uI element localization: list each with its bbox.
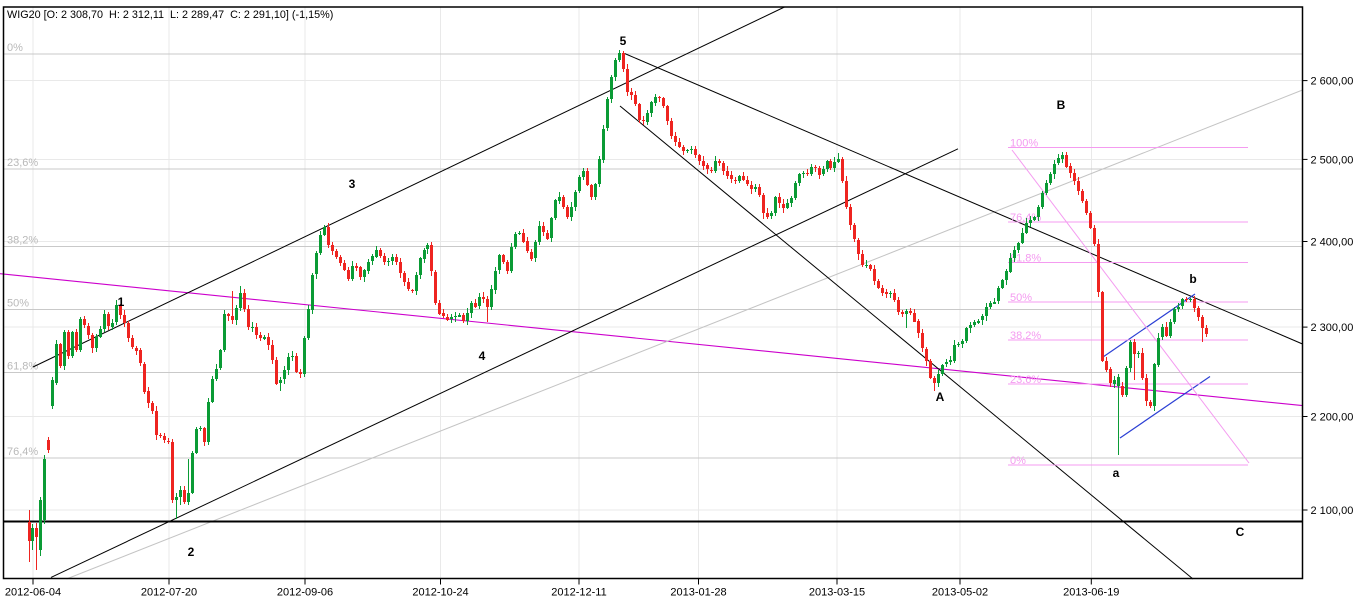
svg-text:2 600,00: 2 600,00	[1311, 76, 1354, 88]
svg-text:38,2%: 38,2%	[1010, 330, 1041, 342]
svg-text:2 500,00: 2 500,00	[1311, 154, 1354, 166]
svg-text:5: 5	[620, 34, 627, 48]
svg-text:4: 4	[479, 349, 486, 363]
svg-text:50%: 50%	[1010, 292, 1032, 304]
svg-text:WIG20 [O: 2 308,70 H: 2 312,1: WIG20 [O: 2 308,70 H: 2 312,11 L: 2 289,…	[7, 9, 333, 21]
svg-text:61,8%: 61,8%	[1010, 252, 1041, 264]
svg-text:0%: 0%	[7, 42, 23, 54]
svg-text:2 400,00: 2 400,00	[1311, 237, 1354, 249]
svg-text:3: 3	[349, 177, 356, 191]
svg-text:2012-12-11: 2012-12-11	[551, 587, 606, 598]
svg-text:B: B	[1057, 98, 1066, 112]
svg-text:2012-07-20: 2012-07-20	[141, 587, 197, 598]
svg-text:61,8%: 61,8%	[7, 361, 38, 373]
svg-text:2 300,00: 2 300,00	[1311, 322, 1354, 334]
svg-text:100%: 100%	[1010, 138, 1038, 150]
svg-text:2 200,00: 2 200,00	[1311, 412, 1354, 424]
svg-text:A: A	[936, 390, 945, 404]
svg-text:C: C	[1236, 525, 1245, 539]
svg-text:0%: 0%	[1010, 455, 1026, 467]
svg-text:2012-09-06: 2012-09-06	[277, 587, 333, 598]
svg-text:2013-01-28: 2013-01-28	[670, 587, 726, 598]
svg-text:2013-03-15: 2013-03-15	[809, 587, 865, 598]
svg-text:23,6%: 23,6%	[7, 157, 38, 169]
svg-text:2013-06-19: 2013-06-19	[1063, 587, 1119, 598]
svg-text:2012-06-04: 2012-06-04	[5, 587, 61, 598]
svg-text:2 100,00: 2 100,00	[1311, 505, 1354, 517]
svg-text:a: a	[1113, 466, 1120, 480]
svg-text:b: b	[1189, 272, 1196, 286]
svg-text:2013-05-02: 2013-05-02	[932, 587, 988, 598]
svg-text:1: 1	[118, 295, 125, 309]
svg-text:2: 2	[188, 545, 195, 559]
svg-text:23,6%: 23,6%	[1010, 374, 1041, 386]
svg-text:2012-10-24: 2012-10-24	[412, 587, 468, 598]
svg-text:50%: 50%	[7, 298, 29, 310]
svg-text:76,4%: 76,4%	[7, 446, 38, 458]
svg-text:38,2%: 38,2%	[7, 235, 38, 247]
svg-text:76,4%: 76,4%	[1010, 212, 1041, 224]
